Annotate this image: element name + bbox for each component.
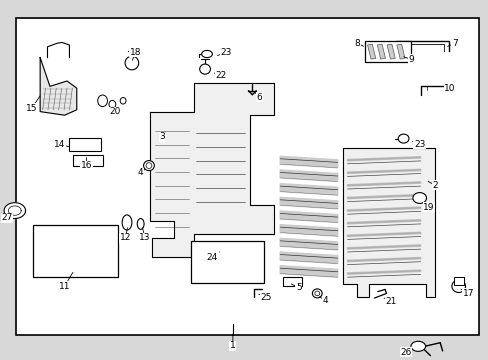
- Ellipse shape: [199, 64, 210, 74]
- Polygon shape: [347, 194, 420, 199]
- Ellipse shape: [98, 95, 107, 107]
- Text: 7: 7: [451, 39, 457, 48]
- Text: 4: 4: [137, 168, 142, 177]
- Polygon shape: [40, 58, 77, 115]
- Text: 23: 23: [413, 140, 425, 149]
- Ellipse shape: [412, 193, 426, 203]
- Polygon shape: [280, 184, 337, 195]
- Bar: [364, 41, 410, 62]
- Polygon shape: [280, 252, 337, 264]
- Text: 24: 24: [206, 253, 218, 262]
- Text: 15: 15: [26, 104, 38, 113]
- Polygon shape: [280, 211, 337, 222]
- Polygon shape: [280, 266, 337, 277]
- Polygon shape: [347, 270, 420, 274]
- Ellipse shape: [312, 289, 322, 298]
- Bar: [377, 44, 385, 59]
- Polygon shape: [280, 170, 337, 181]
- Text: 18: 18: [129, 48, 141, 57]
- Text: 19: 19: [423, 202, 434, 212]
- Polygon shape: [150, 83, 274, 257]
- Bar: [73, 155, 102, 166]
- Text: 13: 13: [139, 233, 150, 242]
- Ellipse shape: [397, 134, 408, 143]
- Polygon shape: [347, 207, 420, 211]
- Text: 17: 17: [462, 289, 473, 298]
- Text: 22: 22: [215, 71, 226, 80]
- Polygon shape: [347, 245, 420, 249]
- Text: 1: 1: [229, 341, 235, 350]
- Ellipse shape: [410, 341, 425, 351]
- Polygon shape: [280, 197, 337, 209]
- Ellipse shape: [137, 219, 144, 229]
- Polygon shape: [347, 257, 420, 262]
- Bar: [69, 138, 101, 151]
- Bar: [453, 277, 463, 285]
- Bar: [33, 225, 118, 277]
- Polygon shape: [347, 232, 420, 237]
- Bar: [386, 44, 394, 59]
- Ellipse shape: [122, 215, 132, 230]
- Polygon shape: [347, 182, 420, 186]
- Bar: [367, 44, 375, 59]
- Polygon shape: [347, 157, 420, 161]
- Text: 9: 9: [407, 55, 413, 64]
- Text: 27: 27: [1, 213, 13, 222]
- Polygon shape: [342, 148, 434, 297]
- Polygon shape: [347, 169, 420, 174]
- Text: 5: 5: [295, 284, 301, 292]
- Text: 11: 11: [59, 282, 70, 291]
- Polygon shape: [280, 225, 337, 236]
- Ellipse shape: [120, 98, 126, 104]
- Ellipse shape: [125, 56, 139, 70]
- Polygon shape: [280, 238, 337, 250]
- Text: 16: 16: [81, 161, 92, 170]
- Bar: [282, 277, 302, 286]
- Text: 25: 25: [260, 292, 271, 302]
- Ellipse shape: [109, 100, 116, 108]
- Text: 14: 14: [54, 140, 65, 149]
- Text: 12: 12: [120, 233, 131, 242]
- Text: 4: 4: [322, 296, 328, 305]
- Text: 21: 21: [385, 297, 396, 306]
- Text: 3: 3: [159, 132, 164, 141]
- Polygon shape: [347, 220, 420, 224]
- Ellipse shape: [314, 291, 319, 296]
- Ellipse shape: [146, 163, 152, 168]
- Bar: [396, 44, 404, 59]
- Text: 6: 6: [256, 93, 262, 102]
- Polygon shape: [280, 156, 337, 168]
- Text: 23: 23: [221, 48, 232, 57]
- Polygon shape: [4, 203, 25, 219]
- Text: 8: 8: [354, 39, 360, 48]
- Ellipse shape: [451, 280, 465, 292]
- Ellipse shape: [201, 50, 212, 58]
- Bar: [191, 241, 263, 283]
- Text: 10: 10: [443, 84, 455, 93]
- Bar: [16, 18, 478, 335]
- Text: 20: 20: [109, 107, 120, 116]
- Text: 2: 2: [432, 181, 437, 190]
- Text: 26: 26: [400, 348, 411, 356]
- Ellipse shape: [143, 161, 154, 171]
